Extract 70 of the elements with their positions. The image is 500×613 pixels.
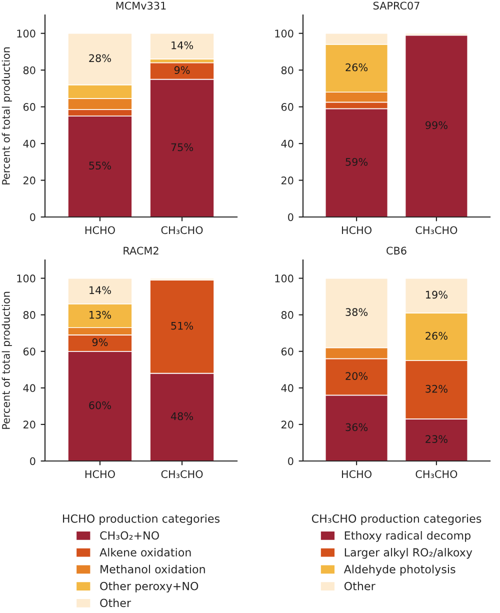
y-tick-label: 20 [281, 420, 294, 429]
legend-label: Other peroxy+NO [100, 582, 198, 592]
y-tick-label: 40 [281, 384, 294, 392]
legend-label: Other [100, 598, 132, 608]
y-tick-label: 60 [23, 103, 36, 111]
y-axis-title: Percent of total production [2, 47, 12, 184]
data-label: 55% [89, 162, 111, 170]
y-tick-label: 20 [281, 176, 294, 184]
y-tick-label: 60 [281, 103, 294, 111]
y-tick-label: 80 [281, 66, 294, 74]
x-tick-label: CH₃CHO [161, 226, 203, 234]
chart-title: MCMv331 [116, 2, 166, 10]
y-tick-label: 100 [17, 274, 36, 282]
x-tick-label: HCHO [85, 226, 115, 234]
legend-label: Larger alkyl RO₂/alkoxy [344, 548, 472, 559]
chart-title: RACM2 [124, 246, 158, 255]
y-tick-label: 0 [288, 213, 294, 222]
data-label: 14% [90, 286, 111, 294]
y-tick-label: 20 [23, 176, 36, 184]
data-label: 26% [426, 332, 448, 340]
x-tick-label: HCHO [342, 226, 372, 234]
data-label: 75% [171, 143, 194, 152]
y-tick-label: 20 [23, 420, 36, 429]
y-tick-label: 100 [17, 30, 36, 38]
legend-title: HCHO production categories [63, 514, 220, 525]
data-label: 14% [172, 41, 194, 50]
y-tick-label: 80 [281, 311, 294, 319]
y-tick-label: 40 [281, 140, 294, 148]
x-tick-label: CH₃CHO [416, 470, 458, 478]
x-tick-label: CH₃CHO [416, 226, 458, 234]
data-label: 9% [174, 66, 190, 74]
legend-title: CH₃CHO production categories [312, 514, 482, 525]
data-label: 23% [426, 435, 448, 444]
data-label: 36% [346, 423, 368, 432]
data-label: 60% [89, 401, 111, 410]
data-label: 48% [170, 412, 194, 420]
y-tick-label: 40 [23, 140, 36, 148]
y-tick-label: 60 [281, 348, 294, 356]
y-axis-title: Percent of total production [2, 292, 12, 429]
x-tick-label: HCHO [342, 470, 372, 478]
chart-title: SAPRC07 [373, 2, 420, 10]
data-label: 51% [171, 322, 194, 330]
y-tick-label: 0 [30, 213, 36, 222]
data-label: 38% [346, 308, 368, 316]
data-label: 59% [346, 158, 368, 166]
x-tick-label: CH₃CHO [161, 470, 203, 478]
y-tick-label: 80 [23, 311, 36, 319]
data-label: 13% [90, 310, 111, 319]
data-label: 26% [346, 63, 368, 72]
y-tick-label: 0 [288, 457, 294, 466]
chart-title: CB6 [386, 246, 406, 255]
y-tick-label: 40 [23, 384, 36, 392]
legend-label: Methanol oxidation [100, 564, 205, 574]
y-tick-label: 100 [275, 30, 294, 38]
legend-label: Other [344, 582, 376, 590]
y-tick-label: 60 [23, 348, 36, 356]
y-tick-label: 80 [23, 66, 36, 74]
data-label: 20% [346, 372, 368, 380]
data-label: 99% [426, 121, 448, 130]
data-label: 19% [426, 290, 448, 299]
legend-label: Alkene oxidation [100, 548, 191, 557]
legend-label: Ethoxy radical decomp [344, 531, 470, 542]
legend-label: CH₃O₂+NO [100, 531, 160, 540]
data-label: 32% [426, 384, 448, 393]
data-label: 28% [89, 54, 111, 62]
x-tick-label: HCHO [85, 470, 115, 478]
legend-label: Aldehyde photolysis [344, 564, 456, 576]
y-tick-label: 0 [30, 457, 36, 466]
y-tick-label: 100 [275, 274, 294, 282]
data-label: 9% [92, 338, 108, 346]
